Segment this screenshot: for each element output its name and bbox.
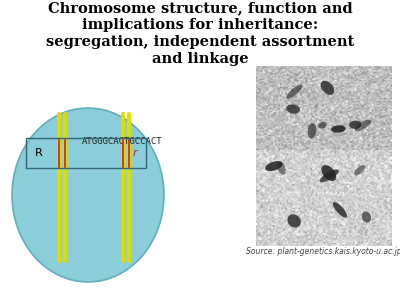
Text: Chromosome structure, function and
implications for inheritance:
segregation, in: Chromosome structure, function and impli… (46, 2, 354, 66)
Text: R: R (35, 148, 42, 158)
Ellipse shape (12, 108, 164, 282)
Text: ATGGGCACTGCCACT: ATGGGCACTGCCACT (82, 136, 162, 146)
Text: r: r (132, 148, 137, 158)
Bar (26, 138, 146, 168)
Text: Source: plant-genetics.kais.kyoto-u.ac.jp: Source: plant-genetics.kais.kyoto-u.ac.j… (246, 248, 400, 256)
